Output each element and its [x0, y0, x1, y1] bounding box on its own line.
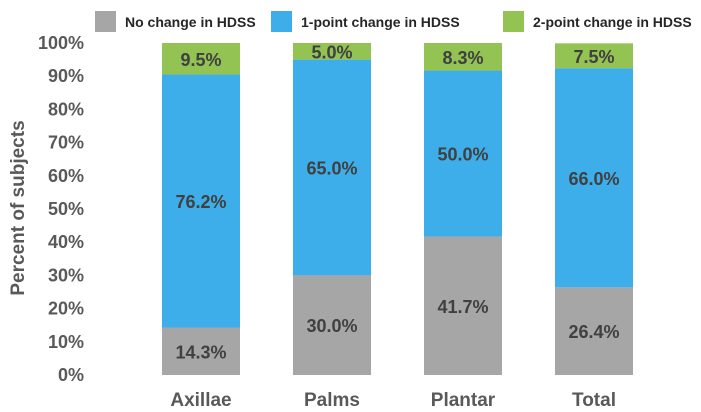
bar-segment [293, 275, 371, 375]
x-tick-label: Palms [304, 390, 360, 411]
legend-swatch [503, 11, 524, 32]
data-label: 66.0% [568, 169, 619, 189]
y-axis-ticks: 0% 10% 20% 30% 40% 50% 60% 70% 80% 90% 100% [38, 33, 84, 385]
bar-segment [162, 43, 240, 75]
data-label: 65.0% [306, 159, 357, 179]
legend-swatch [95, 11, 116, 32]
legend-label: 1-point change in HDSS [301, 14, 460, 30]
data-label: 76.2% [175, 192, 226, 212]
bar-segment [424, 43, 502, 71]
data-label: 9.5% [180, 50, 221, 70]
y-tick-label: 80% [48, 99, 84, 119]
x-axis-ticks: Axillae Palms Plantar Total [170, 390, 616, 411]
data-label: 30.0% [306, 316, 357, 336]
y-tick-label: 0% [58, 365, 84, 385]
x-tick-label: Plantar [431, 390, 496, 411]
y-tick-label: 10% [48, 332, 84, 352]
y-tick-label: 60% [48, 166, 84, 186]
data-label: 14.3% [175, 342, 226, 362]
y-tick-label: 40% [48, 232, 84, 252]
data-label: 5.0% [311, 42, 352, 62]
y-tick-label: 20% [48, 299, 84, 319]
bars: 14.3% 76.2% 9.5% 30.0% 65.0% 5.0% 41.7% 50.0% 8.… [162, 42, 633, 375]
y-tick-label: 90% [48, 66, 84, 86]
bar-segment [555, 43, 633, 69]
y-tick-label: 50% [48, 199, 84, 219]
x-tick-label: Total [572, 390, 616, 411]
bar-segment [555, 68, 633, 288]
bar-segment [424, 236, 502, 375]
data-label: 8.3% [442, 48, 483, 68]
x-tick-label: Axillae [170, 390, 231, 411]
data-label: 41.7% [437, 297, 488, 317]
legend-label: 2-point change in HDSS [533, 14, 692, 30]
y-tick-label: 70% [48, 133, 84, 153]
y-axis-label: Percent of subjects [8, 120, 29, 295]
bar-segment [293, 43, 371, 60]
data-label: 50.0% [437, 145, 488, 165]
data-label: 26.4% [568, 322, 619, 342]
legend: No change in HDSS 1-point change in HDSS 2… [95, 11, 692, 32]
y-tick-label: 100% [38, 33, 84, 53]
bar-segment [424, 70, 502, 237]
y-tick-label: 30% [48, 265, 84, 285]
bar-segment [162, 74, 240, 328]
legend-swatch [271, 11, 292, 32]
bar-segment [293, 59, 371, 276]
legend-label: No change in HDSS [125, 14, 256, 30]
data-label: 7.5% [573, 47, 614, 67]
bar-segment [555, 287, 633, 375]
bar-segment [162, 327, 240, 375]
